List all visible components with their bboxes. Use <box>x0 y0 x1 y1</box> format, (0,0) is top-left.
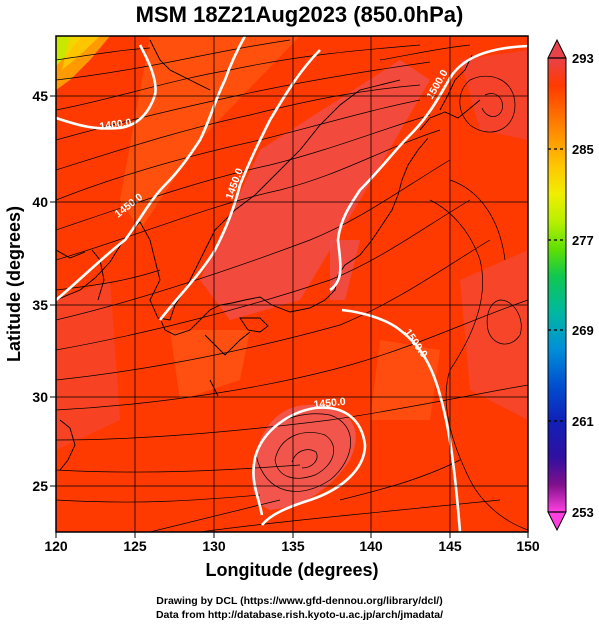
contour-label: 1400.0 <box>99 117 133 133</box>
field-patch <box>460 50 528 140</box>
map-frame <box>55 35 529 533</box>
yellow-patch <box>62 36 100 70</box>
field-patch <box>252 404 356 510</box>
field-patch <box>460 250 528 420</box>
field-patch <box>370 340 440 420</box>
x-tick-label: 130 <box>202 538 226 554</box>
y-tick-label: 45 <box>32 88 48 104</box>
x-axis-label: Longitude (degrees) <box>205 560 378 580</box>
field-patch <box>170 330 250 400</box>
colorbar-tick-label: 293 <box>572 51 594 66</box>
y-tick-label: 25 <box>32 478 48 494</box>
colorbar-tick-label: 269 <box>572 323 594 338</box>
colorbar-bottom-arrow <box>547 511 567 532</box>
footer-drawing-credit: Drawing by DCL (https://www.gfd-dennou.o… <box>156 595 443 607</box>
field-patch <box>120 36 300 230</box>
field-patch <box>56 280 120 450</box>
x-tick-label: 145 <box>438 538 462 554</box>
field-patch <box>200 60 430 320</box>
height-contours <box>56 36 528 532</box>
x-tick-label: 120 <box>44 538 68 554</box>
colorbar-scale <box>547 57 567 513</box>
y-tick-label: 40 <box>32 194 48 210</box>
y-tick-label: 30 <box>32 389 48 405</box>
footer-data-credit: Data from http://database.rish.kyoto-u.a… <box>155 609 444 621</box>
x-tick-label: 125 <box>123 538 147 554</box>
map-field: 1400.0 1450.0 1450.0 1500.0 1500.0 1450.… <box>56 36 528 532</box>
graticule <box>56 36 528 532</box>
colorbar: 293 285 277 269 261 253 <box>547 38 594 532</box>
map-title: MSM 18Z21Aug2023 (850.0hPa) <box>135 2 464 27</box>
axis-ticks <box>50 95 529 538</box>
x-tick-label: 135 <box>281 538 305 554</box>
field-patch <box>330 240 360 300</box>
y-axis-label: Latitude (degrees) <box>4 206 24 362</box>
x-tick-label: 140 <box>359 538 383 554</box>
x-tick-label: 150 <box>516 538 540 554</box>
y-tick-label: 35 <box>32 297 48 313</box>
colorbar-tick-label: 253 <box>572 505 594 520</box>
colorbar-tick-label: 285 <box>572 142 594 157</box>
contour-label: 1450.0 <box>313 396 346 411</box>
colorbar-tick-label: 277 <box>572 233 594 248</box>
colorbar-tick-label: 261 <box>572 414 594 429</box>
colorbar-top-arrow <box>547 38 567 59</box>
